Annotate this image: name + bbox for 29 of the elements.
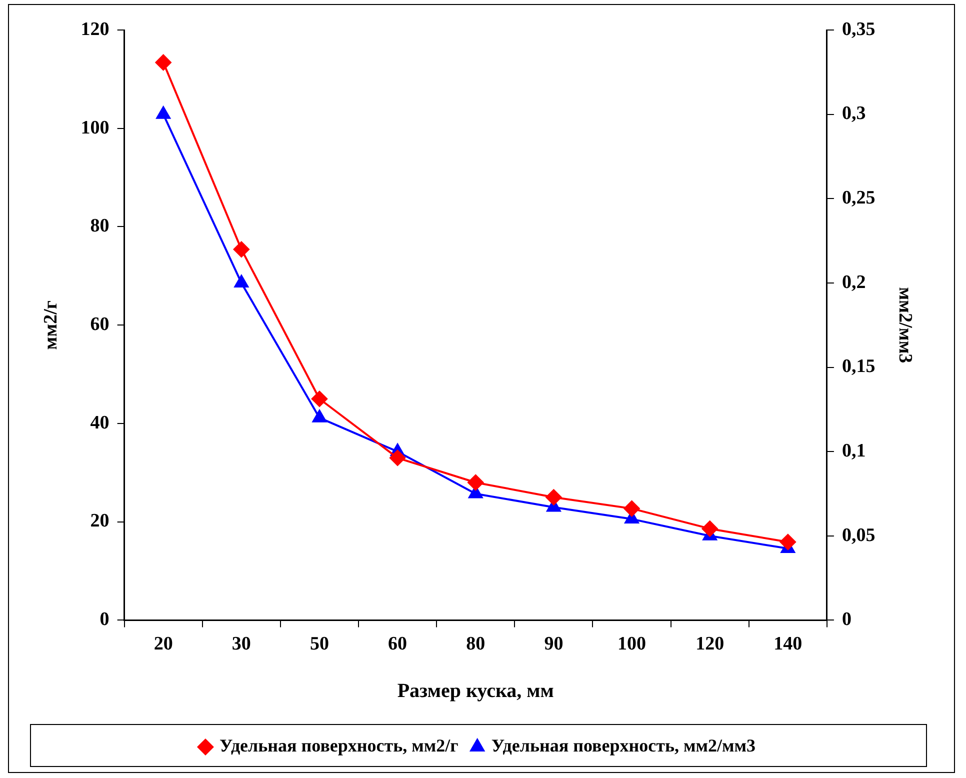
y2-tick-label: 0,05 <box>842 524 876 546</box>
y2-tick-label: 0,3 <box>842 103 866 124</box>
y2-tick-label: 0,35 <box>842 18 876 40</box>
y-tick-label: 20 <box>90 510 110 532</box>
x-axis-title: Размер куска, мм <box>397 680 554 702</box>
x-tick-label: 80 <box>466 634 486 655</box>
y-tick-label: 0 <box>100 609 110 630</box>
y2-tick-label: 0,2 <box>842 272 866 293</box>
y2-axis-title: мм2/мм3 <box>894 287 916 364</box>
x-tick-label: 30 <box>232 634 251 655</box>
y-tick-label: 100 <box>80 117 110 138</box>
x-tick-label: 50 <box>310 634 329 655</box>
y-tick-label: 40 <box>90 412 110 434</box>
y-tick-label: 60 <box>90 314 110 336</box>
x-tick-label: 140 <box>774 634 802 655</box>
x-tick-label: 60 <box>388 634 408 655</box>
legend-label: Удельная поверхность, мм2/мм3 <box>491 736 756 756</box>
y-tick-label: 80 <box>90 216 110 237</box>
x-tick-label: 120 <box>696 634 724 655</box>
y-tick-label: 120 <box>80 18 110 40</box>
y2-tick-label: 0,15 <box>842 356 876 378</box>
y2-tick-label: 0 <box>842 609 852 630</box>
y2-tick-label: 0,25 <box>842 188 876 209</box>
x-tick-label: 90 <box>544 634 564 655</box>
x-tick-label: 100 <box>618 634 646 655</box>
y2-tick-label: 0,1 <box>842 440 866 462</box>
legend-label: Удельная поверхность, мм2/г <box>219 736 458 756</box>
y-axis-title: мм2/г <box>40 300 62 350</box>
x-tick-label: 20 <box>154 634 173 655</box>
